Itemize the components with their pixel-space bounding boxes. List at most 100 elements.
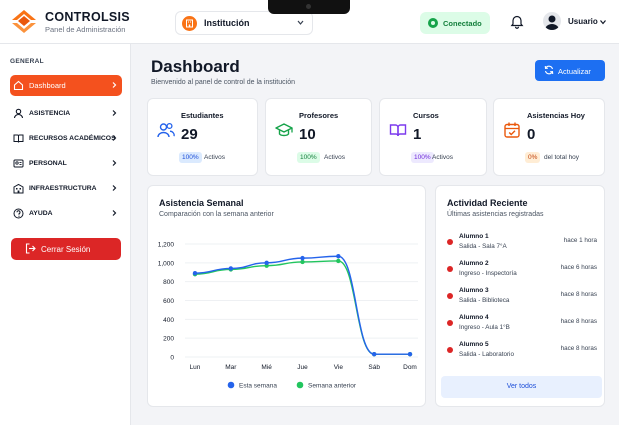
sidebar-item-ayuda[interactable]: AYUDA xyxy=(10,203,122,224)
sidebar: GENERAL Dashboard ASISTENCIA RECURSOS AC… xyxy=(0,44,131,425)
activity-name: Alumno 2 xyxy=(459,260,489,267)
refresh-icon xyxy=(544,65,554,75)
list-item[interactable]: Alumno 4 Ingreso - Aula 1°B hace 8 horas xyxy=(445,314,597,336)
data-point xyxy=(264,260,269,266)
sidebar-item-personal[interactable]: PERSONAL xyxy=(10,153,122,174)
sidebar-item-recursos-academicos[interactable]: RECURSOS ACADÉMICOS xyxy=(10,128,122,149)
y-tick-label: 0 xyxy=(170,355,174,362)
stat-card-estudiantes: Estudiantes 29 100% Activos xyxy=(147,98,258,176)
data-point xyxy=(407,351,413,357)
brand-subtitle: Panel de Administración xyxy=(45,25,126,34)
activity-detail: Ingreso - Inspectoría xyxy=(459,270,517,277)
stat-value: 29 xyxy=(181,126,198,143)
users-icon xyxy=(157,122,175,138)
data-point xyxy=(300,259,305,265)
status-dot-icon xyxy=(447,293,453,299)
list-item[interactable]: Alumno 2 Ingreso - Inspectoría hace 6 ho… xyxy=(445,260,597,282)
chevron-down-icon xyxy=(297,20,304,25)
data-point xyxy=(336,254,341,259)
connection-status-badge: Conectado xyxy=(420,12,490,34)
activity-detail: Salida - Laboratorio xyxy=(459,351,514,358)
chevron-right-icon xyxy=(112,185,117,191)
help-icon xyxy=(13,208,24,219)
sidebar-item-label: RECURSOS ACADÉMICOS xyxy=(29,135,116,142)
logout-button[interactable]: Cerrar Sesión xyxy=(11,238,121,260)
x-tick-label: Lun xyxy=(190,364,201,371)
logo-icon xyxy=(12,10,36,33)
sidebar-item-dashboard[interactable]: Dashboard xyxy=(10,75,122,96)
stat-card-profesores: Profesores 10 100% Activos xyxy=(265,98,372,176)
list-item[interactable]: Alumno 3 Salida - Biblioteca hace 8 hora… xyxy=(445,287,597,309)
sidebar-item-infraestructura[interactable]: INFRAESTRUCTURA xyxy=(10,178,122,199)
legend-label: Semana anterior xyxy=(308,382,357,389)
status-dot-icon xyxy=(428,18,438,28)
status-dot-icon xyxy=(447,320,453,326)
sidebar-section-label: GENERAL xyxy=(10,58,44,65)
user-name: Usuario xyxy=(568,17,598,26)
activity-time: hace 8 horas xyxy=(560,291,597,298)
data-point xyxy=(336,258,341,264)
chevron-right-icon xyxy=(112,135,117,141)
x-tick-label: Mar xyxy=(225,364,237,371)
sidebar-item-asistencia[interactable]: ASISTENCIA xyxy=(10,103,122,124)
institution-label: Institución xyxy=(204,18,250,28)
status-dot-icon xyxy=(447,239,453,245)
activity-detail: Ingreso - Aula 1°B xyxy=(459,324,510,331)
activity-name: Alumno 5 xyxy=(459,341,489,348)
logout-icon xyxy=(25,243,36,254)
chevron-right-icon xyxy=(112,210,117,216)
activity-name: Alumno 1 xyxy=(459,233,489,240)
activity-name: Alumno 4 xyxy=(459,314,489,321)
weekly-attendance-chart: 1,200 1,000 800 600 400 200 0 Lun Mar Mié Jue Vie Sá… xyxy=(158,242,418,389)
sidebar-item-label: ASISTENCIA xyxy=(29,110,71,117)
institution-select[interactable]: Institución xyxy=(175,11,313,35)
home-icon xyxy=(13,80,24,91)
chevron-right-icon xyxy=(112,160,117,166)
stat-title: Asistencias Hoy xyxy=(527,111,585,120)
stat-value: 10 xyxy=(299,126,316,143)
sidebar-item-label: PERSONAL xyxy=(29,160,67,167)
chart-subtitle: Comparación con la semana anterior xyxy=(159,211,274,218)
chevron-right-icon xyxy=(112,82,117,88)
y-tick-label: 400 xyxy=(163,317,174,324)
avatar xyxy=(543,12,561,30)
y-tick-label: 800 xyxy=(163,279,174,286)
data-point xyxy=(371,351,377,357)
stat-title: Estudiantes xyxy=(181,111,224,120)
user-icon xyxy=(13,108,24,119)
legend-marker xyxy=(227,381,235,389)
chevron-right-icon xyxy=(112,110,117,116)
logout-label: Cerrar Sesión xyxy=(41,245,91,254)
refresh-label: Actualizar xyxy=(558,67,591,76)
data-point xyxy=(300,255,305,261)
refresh-button[interactable]: Actualizar xyxy=(535,60,605,81)
bell-icon[interactable] xyxy=(510,14,524,29)
stat-note: del total hoy xyxy=(544,154,580,161)
users-icon xyxy=(13,159,24,168)
y-tick-label: 600 xyxy=(163,298,174,305)
graduation-cap-icon xyxy=(275,123,293,137)
list-item[interactable]: Alumno 1 Salida - Sala 7°A hace 1 hora xyxy=(445,233,597,255)
x-tick-label: Jue xyxy=(297,364,308,371)
stat-note: Activos xyxy=(204,154,225,161)
status-dot-icon xyxy=(447,266,453,272)
sidebar-item-label: AYUDA xyxy=(29,210,53,217)
series-line xyxy=(194,260,410,355)
activity-time: hace 8 horas xyxy=(560,318,597,325)
recent-activity-card: Actividad Reciente Últimas asistencias r… xyxy=(435,185,605,407)
legend-label: Esta semana xyxy=(239,382,277,389)
activity-title: Actividad Reciente xyxy=(447,198,528,208)
page-title: Dashboard xyxy=(151,57,240,76)
brand: CONTROLSIS Panel de Administración xyxy=(45,10,130,34)
list-item[interactable]: Alumno 5 Salida - Laboratorio hace 8 hor… xyxy=(445,341,597,363)
stat-badge: 100% xyxy=(411,152,434,163)
chevron-down-icon xyxy=(600,20,606,25)
activity-time: hace 6 horas xyxy=(560,264,597,271)
y-tick-label: 1,200 xyxy=(158,242,175,249)
stat-card-asistencias-hoy: Asistencias Hoy 0 0% del total hoy xyxy=(493,98,605,176)
chart-title: Asistencia Semanal xyxy=(159,198,244,208)
view-all-button[interactable]: Ver todos xyxy=(441,376,602,398)
stat-value: 1 xyxy=(413,126,422,143)
series-line xyxy=(194,255,410,355)
stat-card-cursos: Cursos 1 100% Activos xyxy=(379,98,487,176)
